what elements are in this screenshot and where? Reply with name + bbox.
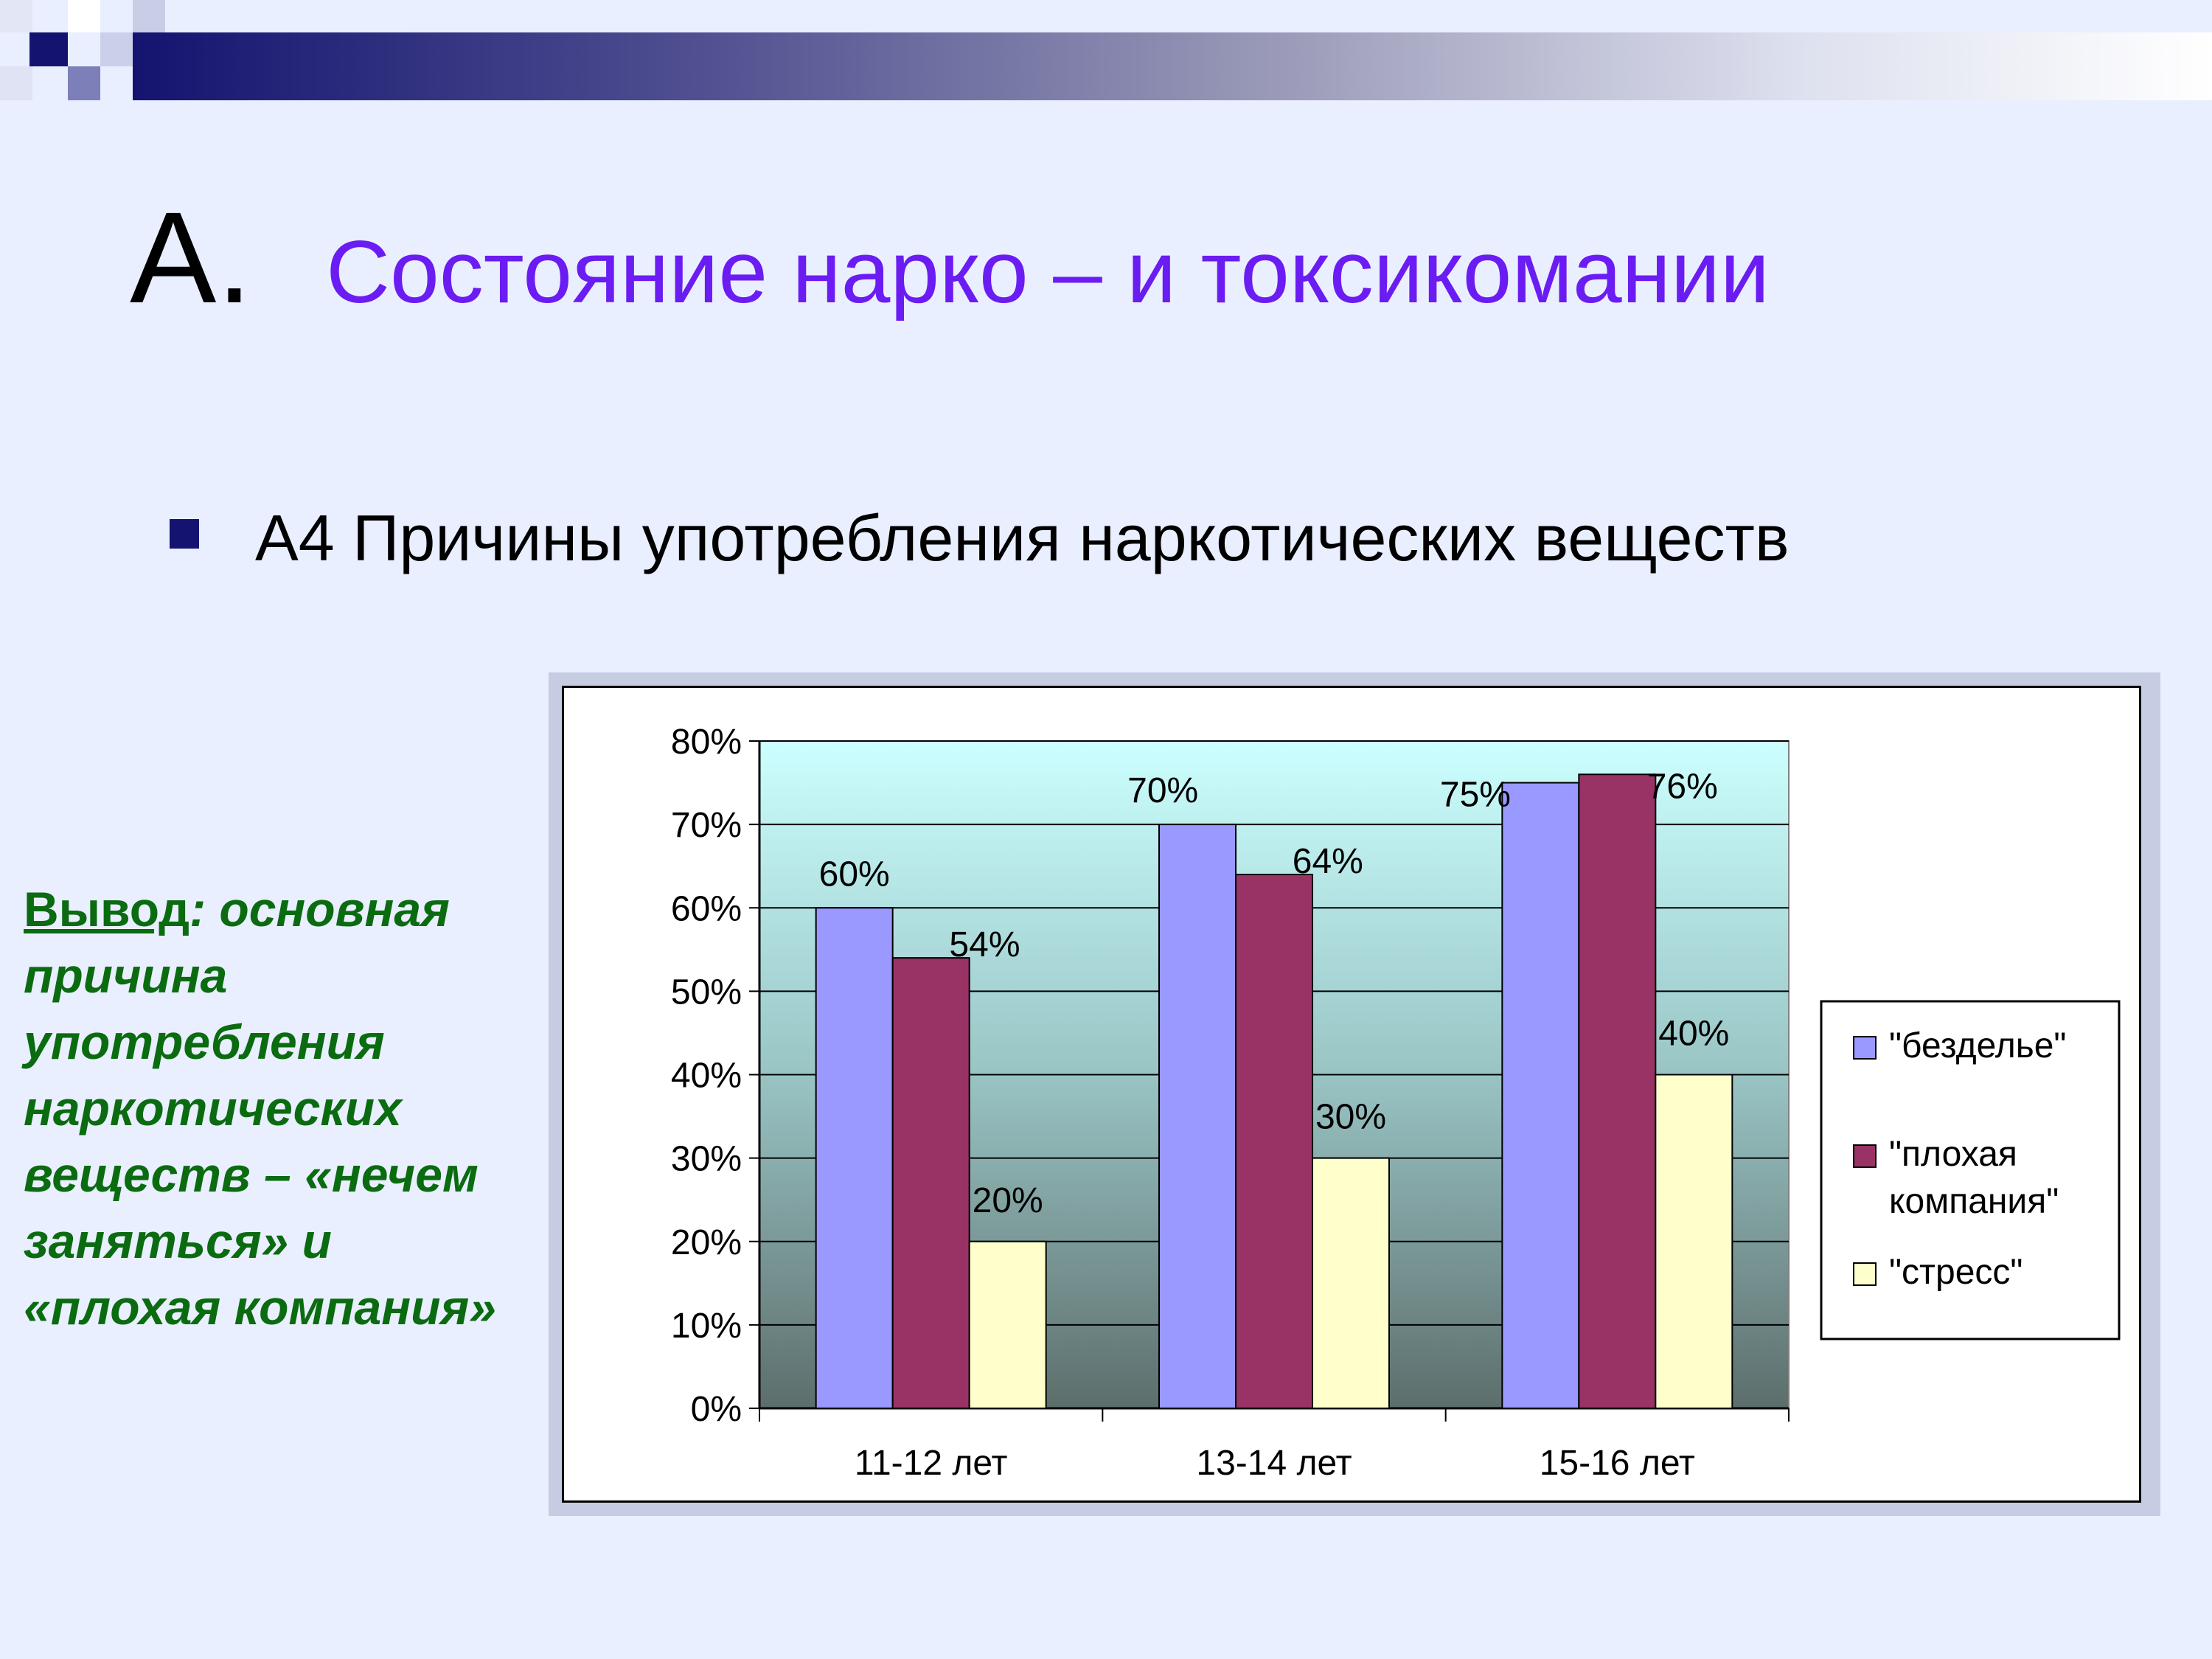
decor-square (68, 66, 100, 100)
bullet-item: А4 Причины употребления наркотических ве… (170, 501, 1790, 575)
y-tick-label: 20% (671, 1223, 742, 1262)
y-tick-label: 50% (671, 973, 742, 1012)
decor-square (29, 32, 68, 66)
decor-square (68, 0, 100, 32)
conclusion-text: Вывод: основная причина употребления нар… (24, 876, 525, 1340)
bar (815, 907, 894, 1409)
bar (968, 1240, 1047, 1409)
data-label: 75% (1440, 776, 1511, 815)
legend-swatch (1853, 1144, 1877, 1168)
legend-swatch (1853, 1262, 1877, 1286)
data-label: 20% (973, 1181, 1043, 1220)
y-tick-label: 30% (671, 1140, 742, 1179)
data-label: 60% (819, 855, 890, 894)
title-letter: А. (130, 186, 253, 330)
y-tick-label: 40% (671, 1057, 742, 1096)
legend-label: "бездельe" (1889, 1026, 2066, 1065)
y-tick-label: 60% (671, 889, 742, 928)
conclusion-body: : основная причина употребления наркотич… (24, 882, 496, 1335)
bullet-text: А4 Причины употребления наркотических ве… (255, 501, 1790, 574)
decor-square (0, 0, 32, 32)
title-text: Состояние нарко – и токсикомании (326, 223, 1770, 321)
header-band (133, 32, 2212, 100)
bar (1655, 1074, 1733, 1409)
decor-square (100, 32, 133, 66)
data-label: 70% (1127, 771, 1198, 810)
y-tick-label: 80% (671, 723, 742, 762)
x-tick-label: 13-14 лет (1196, 1444, 1352, 1483)
data-label: 30% (1315, 1098, 1386, 1137)
bar (1312, 1157, 1390, 1409)
bar (1578, 773, 1657, 1409)
conclusion-label: Вывод (24, 882, 190, 936)
x-tick-label: 15-16 лет (1540, 1444, 1695, 1483)
data-label: 64% (1293, 842, 1363, 881)
data-label: 76% (1647, 767, 1718, 806)
legend-label: "плохая (1889, 1135, 2017, 1174)
legend-swatch (1853, 1036, 1877, 1060)
bullet-square-icon (170, 519, 199, 549)
bar (891, 957, 970, 1409)
y-tick-label: 70% (671, 806, 742, 845)
legend-label: компания" (1889, 1182, 2059, 1221)
bar (1501, 782, 1580, 1409)
y-tick-label: 0% (691, 1390, 742, 1429)
legend-label: "стресс" (1889, 1253, 2023, 1292)
bar (1235, 874, 1313, 1409)
y-tick-label: 10% (671, 1307, 742, 1346)
slide-title: А. Состояние нарко – и токсикомании (130, 193, 1770, 331)
bar (1158, 824, 1237, 1409)
decor-square (0, 66, 32, 100)
data-label: 54% (949, 925, 1020, 964)
x-tick-label: 11-12 лет (855, 1444, 1008, 1483)
data-label: 40% (1658, 1015, 1729, 1054)
decor-square (133, 0, 165, 32)
